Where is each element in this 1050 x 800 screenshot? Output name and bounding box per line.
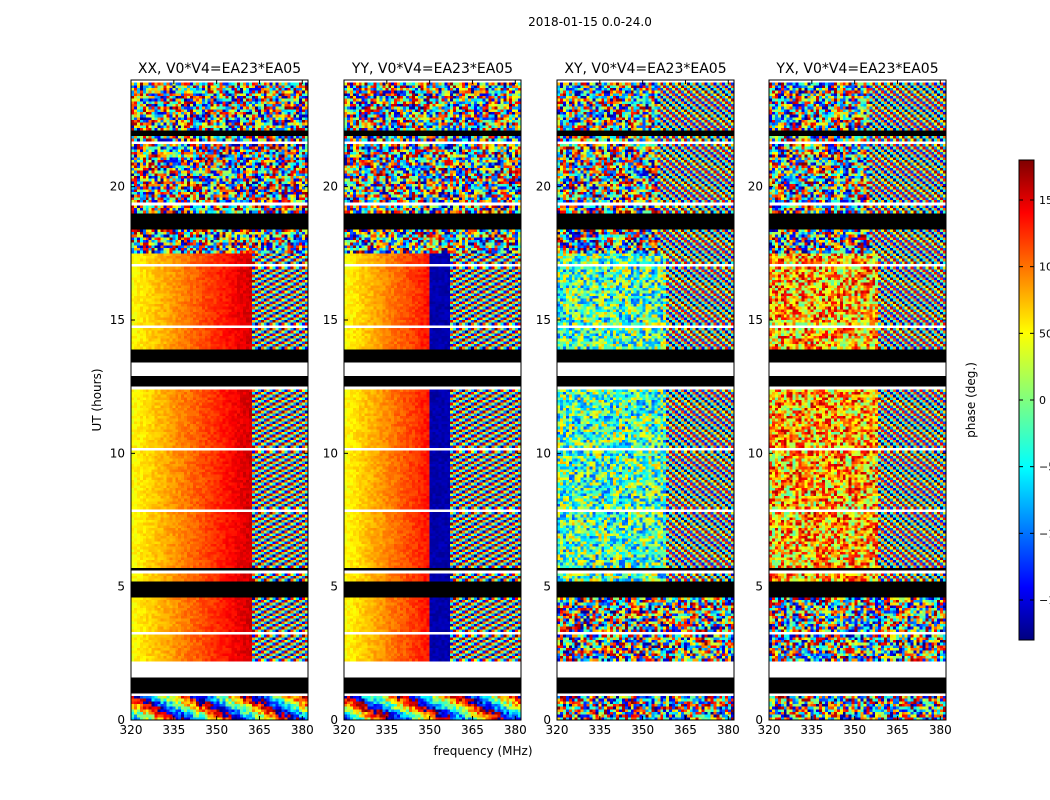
panel-title: XY, V0*V4=EA23*EA05 (564, 61, 726, 77)
y-tick-label: 15 (748, 313, 763, 327)
panel-title: YY, V0*V4=EA23*EA05 (351, 61, 513, 77)
x-tick-label: 350 (843, 723, 866, 737)
y-tick-label: 0 (755, 713, 763, 727)
y-tick-label: 0 (543, 713, 551, 727)
x-tick-label: 335 (588, 723, 611, 737)
y-tick-label: 5 (543, 580, 551, 594)
x-tick-label: 380 (291, 723, 314, 737)
y-tick-label: 15 (536, 313, 551, 327)
y-tick-label: 10 (323, 446, 338, 460)
colorbar-tick-label: 50 (1039, 327, 1050, 340)
y-tick-label: 20 (748, 180, 763, 194)
panels-group: XX, V0*V4=EA23*EA05 320 335 350 365 380 0 5 10 15… (110, 61, 952, 737)
figure-suptitle: 2018-01-15 0.0-24.0 (528, 15, 652, 29)
x-tick-label: 335 (162, 723, 185, 737)
colorbar-tick-label: 100 (1039, 261, 1050, 274)
panel-frame (130, 79, 309, 721)
colorbar-tick-label: −100 (1039, 527, 1050, 540)
panel-title: XX, V0*V4=EA23*EA05 (138, 61, 301, 77)
x-tick-label: 365 (461, 723, 484, 737)
colorbar-tick-label: −150 (1039, 594, 1050, 607)
phase-heatmap (344, 80, 521, 720)
x-tick-label: 335 (800, 723, 823, 737)
x-tick-label: 380 (717, 723, 740, 737)
x-axis-label: frequency (MHz) (433, 744, 532, 758)
x-tick-label: 320 (333, 723, 356, 737)
phase-heatmap (131, 80, 308, 720)
panel-yy: YY, V0*V4=EA23*EA05 320 335 350 365 380 0 5 10 15… (323, 61, 527, 737)
y-tick-label: 20 (110, 180, 125, 194)
panel-xy: XY, V0*V4=EA23*EA05 320 335 350 365 380 0 5 10 15… (536, 61, 740, 737)
y-tick-label: 20 (323, 180, 338, 194)
y-tick-label: 20 (536, 180, 551, 194)
y-axis-label: UT (hours) (90, 368, 104, 431)
panel-title: YX, V0*V4=EA23*EA05 (775, 61, 938, 77)
y-tick-label: 10 (748, 446, 763, 460)
colorbar-label: phase (deg.) (964, 362, 978, 438)
x-tick-label: 335 (375, 723, 398, 737)
phase-heatmap (557, 80, 734, 720)
x-tick-label: 320 (120, 723, 143, 737)
x-tick-label: 350 (205, 723, 228, 737)
colorbar-tick-label: −50 (1039, 461, 1050, 474)
y-tick-label: 5 (117, 580, 125, 594)
x-tick-label: 365 (886, 723, 909, 737)
x-tick-label: 365 (248, 723, 271, 737)
panel-frame (556, 79, 735, 721)
panel-frame (343, 79, 522, 721)
colorbar-tick-label: 150 (1039, 194, 1050, 207)
panel-xx: XX, V0*V4=EA23*EA05 320 335 350 365 380 0 5 10 15… (110, 61, 314, 737)
phase-heatmap (769, 80, 946, 720)
x-tick-label: 380 (504, 723, 527, 737)
x-tick-label: 350 (418, 723, 441, 737)
y-tick-label: 15 (110, 313, 125, 327)
y-tick-label: 15 (323, 313, 338, 327)
y-tick-label: 10 (110, 446, 125, 460)
x-tick-label: 320 (546, 723, 569, 737)
x-tick-label: 350 (631, 723, 654, 737)
x-tick-label: 365 (674, 723, 697, 737)
y-tick-label: 0 (117, 713, 125, 727)
y-tick-label: 10 (536, 446, 551, 460)
x-tick-label: 320 (758, 723, 781, 737)
y-tick-label: 0 (330, 713, 338, 727)
y-tick-label: 5 (330, 580, 338, 594)
colorbar-tick-label: 0 (1039, 394, 1046, 407)
colorbar: 150 100 50 0 −50 −100 −150 (1018, 159, 1050, 641)
x-tick-label: 380 (929, 723, 952, 737)
panel-yx: YX, V0*V4=EA23*EA05 320 335 350 365 380 0 5 10 15… (748, 61, 952, 737)
panel-frame (768, 79, 947, 721)
y-tick-label: 5 (755, 580, 763, 594)
